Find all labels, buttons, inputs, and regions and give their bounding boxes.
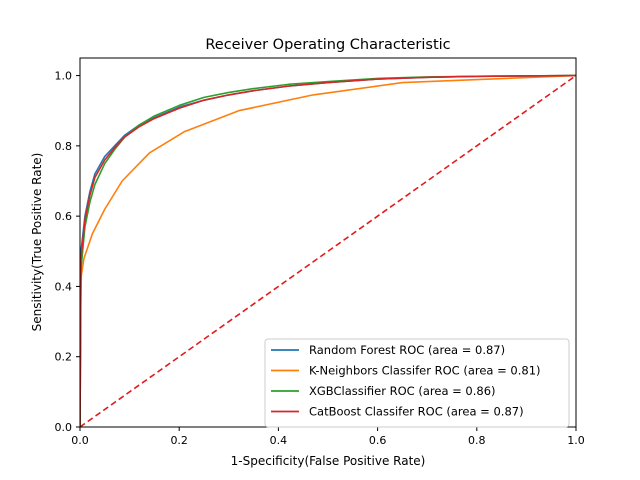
x-tick-label: 0.4 [270, 434, 288, 447]
axes: 0.0 0.2 0.4 0.6 0.8 1.0 0.0 0.2 0.4 0.6 0.8 1.0 [55, 57, 585, 447]
x-tick-label: 0.6 [369, 434, 387, 447]
legend-entry-3: XGBClassifier ROC (area = 0.86) [309, 384, 496, 398]
x-tick-label: 0.2 [170, 434, 188, 447]
x-tick-label: 0.8 [468, 434, 486, 447]
y-tick-label: 0.8 [55, 140, 73, 153]
x-axis-label: 1-Specificity(False Positive Rate) [231, 454, 426, 468]
legend-entry-4: CatBoost Classifer ROC (area = 0.87) [309, 405, 524, 419]
chance-diagonal-line [80, 74, 576, 427]
y-tick-label: 0.4 [55, 280, 73, 293]
legend-entry-2: K-Neighbors Classifer ROC (area = 0.81) [309, 364, 541, 378]
y-axis-label: Sensitivity(True Positive Rate) [30, 153, 44, 332]
y-tick-label: 1.0 [55, 70, 73, 83]
roc-curve-4 [80, 74, 576, 427]
legend: Random Forest ROC (area = 0.87) K-Neighbo… [264, 338, 570, 428]
y-tick-label: 0.2 [55, 351, 73, 364]
legend-entry-1: Random Forest ROC (area = 0.87) [309, 343, 505, 357]
y-tick-label: 0.6 [55, 210, 73, 223]
x-tick-label: 0.0 [71, 434, 89, 447]
y-tick-label: 0.0 [55, 421, 73, 434]
x-tick-label: 1.0 [567, 434, 585, 447]
legend-box [264, 338, 570, 428]
series-lines [80, 74, 576, 427]
plot-area [80, 74, 576, 427]
roc-curve-2 [80, 74, 576, 427]
chart-title: Receiver Operating Characteristic [205, 37, 450, 53]
